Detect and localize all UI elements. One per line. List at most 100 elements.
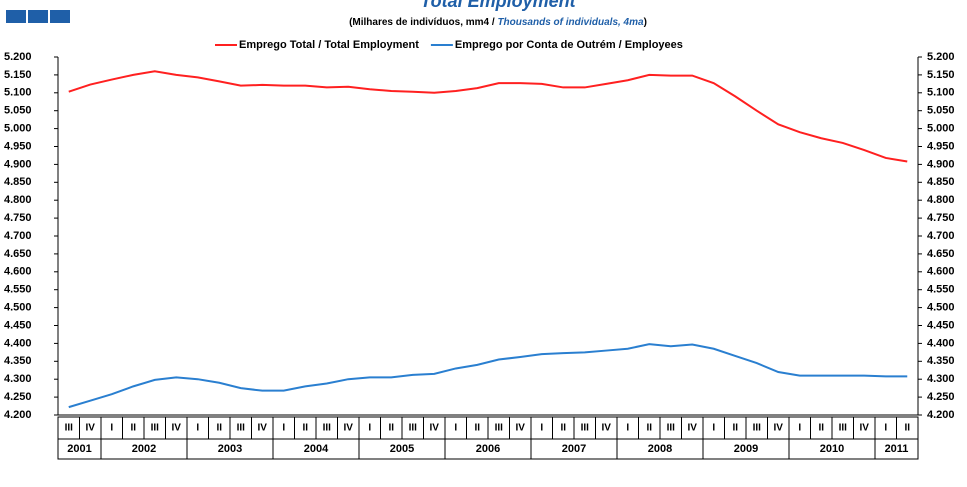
y-tick-label: 5.000	[4, 123, 32, 135]
y2-tick-label: 4.550	[927, 284, 955, 296]
y2-tick-label: 4.500	[927, 302, 955, 314]
y2-tick-label: 4.200	[927, 409, 955, 421]
x-tick-label: IV	[344, 423, 354, 434]
x-tick-label: III	[667, 423, 676, 434]
x-tick-label: I	[626, 423, 629, 434]
y2-tick-label: 5.100	[927, 87, 955, 99]
y-tick-label: 4.350	[4, 355, 32, 367]
y2-tick-label: 4.400	[927, 337, 955, 349]
y-tick-label: 4.800	[4, 194, 32, 206]
y-tick-label: 4.950	[4, 140, 32, 152]
year-label: 2001	[67, 443, 91, 455]
x-tick-label: II	[130, 423, 136, 434]
y2-tick-label: 5.000	[927, 123, 955, 135]
year-label: 2007	[562, 443, 586, 455]
x-tick-label: IV	[602, 423, 612, 434]
logo-block	[28, 10, 48, 23]
series-line	[68, 70, 908, 163]
y-tick-label: 4.750	[4, 212, 32, 224]
x-tick-label: II	[216, 423, 222, 434]
y-tick-label: 4.550	[4, 284, 32, 296]
x-tick-label: I	[196, 423, 199, 434]
x-tick-label: IV	[430, 423, 440, 434]
y2-tick-label: 5.200	[927, 51, 955, 63]
x-tick-label: IV	[172, 423, 182, 434]
y2-tick-label: 4.600	[927, 266, 955, 278]
x-tick-label: I	[798, 423, 801, 434]
x-tick-label: IV	[774, 423, 784, 434]
y2-tick-label: 4.800	[927, 194, 955, 206]
x-tick-label: II	[302, 423, 308, 434]
y2-tick-label: 4.950	[927, 140, 955, 152]
logo-block	[50, 10, 70, 23]
y-tick-label: 4.600	[4, 266, 32, 278]
x-tick-label: II	[388, 423, 394, 434]
legend-label: Emprego Total / Total Employment	[239, 39, 419, 51]
y2-tick-label: 4.900	[927, 158, 955, 170]
y2-tick-label: 4.850	[927, 176, 955, 188]
y2-tick-label: 4.650	[927, 248, 955, 260]
x-tick-label: II	[560, 423, 566, 434]
y-tick-label: 4.700	[4, 230, 32, 242]
y-tick-label: 4.200	[4, 409, 32, 421]
y-tick-label: 4.250	[4, 391, 32, 403]
logo-block	[6, 10, 26, 23]
x-tick-label: III	[495, 423, 504, 434]
y2-tick-label: 4.450	[927, 319, 955, 331]
y2-tick-label: 4.300	[927, 373, 955, 385]
year-label: 2006	[476, 443, 500, 455]
x-tick-label: IV	[516, 423, 526, 434]
y-tick-label: 5.100	[4, 87, 32, 99]
year-label: 2008	[648, 443, 672, 455]
y-tick-label: 4.500	[4, 302, 32, 314]
x-tick-label: II	[904, 423, 910, 434]
x-tick-label: I	[110, 423, 113, 434]
y-tick-label: 4.900	[4, 158, 32, 170]
y-tick-label: 4.650	[4, 248, 32, 260]
x-tick-label: III	[581, 423, 590, 434]
x-tick-label: I	[540, 423, 543, 434]
y-tick-label: 5.200	[4, 51, 32, 63]
y-tick-label: 5.050	[4, 105, 32, 117]
x-tick-label: III	[151, 423, 160, 434]
year-label: 2004	[304, 443, 329, 455]
subtitle-end: )	[644, 17, 647, 28]
x-tick-label: I	[712, 423, 715, 434]
y-tick-label: 5.150	[4, 69, 32, 81]
y2-tick-label: 4.750	[927, 212, 955, 224]
x-tick-label: III	[237, 423, 246, 434]
x-tick-label: I	[454, 423, 457, 434]
x-tick-label: II	[732, 423, 738, 434]
x-tick-label: II	[474, 423, 480, 434]
x-tick-label: III	[839, 423, 848, 434]
x-tick-label: I	[282, 423, 285, 434]
x-tick-label: IV	[688, 423, 698, 434]
y2-tick-label: 4.350	[927, 355, 955, 367]
year-label: 2005	[390, 443, 414, 455]
x-tick-label: II	[646, 423, 652, 434]
x-tick-label: IV	[258, 423, 268, 434]
year-label: 2010	[820, 443, 844, 455]
chart-subtitle: (Milhares de indivíduos, mm4 / Thousands…	[349, 17, 647, 28]
y-tick-label: 4.850	[4, 176, 32, 188]
subtitle-pt: (Milhares de indivíduos, mm4 /	[349, 17, 497, 28]
x-tick-label: I	[368, 423, 371, 434]
y2-tick-label: 4.700	[927, 230, 955, 242]
chart-title: Total Employment	[420, 0, 576, 11]
year-label: 2011	[885, 443, 909, 455]
y-tick-label: 4.400	[4, 337, 32, 349]
y2-tick-label: 5.150	[927, 69, 955, 81]
y-tick-label: 4.450	[4, 319, 32, 331]
y2-tick-label: 4.250	[927, 391, 955, 403]
x-tick-label: I	[884, 423, 887, 434]
x-tick-label: III	[409, 423, 418, 434]
year-label: 2003	[218, 443, 242, 455]
legend-label: Emprego por Conta de Outrém / Employees	[455, 39, 683, 51]
y2-tick-label: 5.050	[927, 105, 955, 117]
year-label: 2009	[734, 443, 758, 455]
x-tick-label: II	[818, 423, 824, 434]
x-tick-label: IV	[860, 423, 870, 434]
x-tick-label: IV	[86, 423, 96, 434]
series-line	[68, 343, 908, 409]
